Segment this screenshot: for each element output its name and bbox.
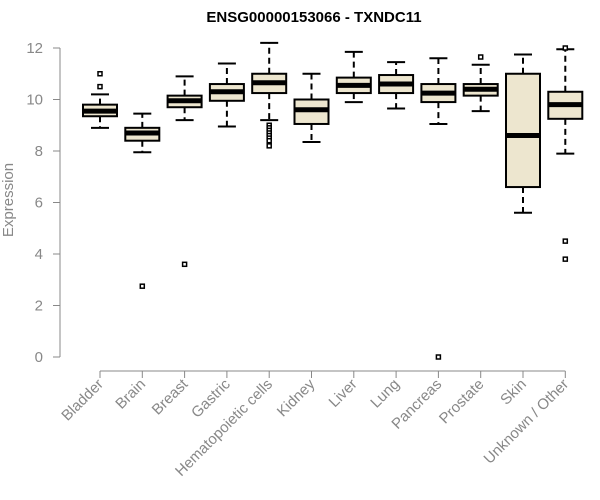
outlier-point [181, 261, 188, 268]
y-tick-label: 12 [26, 40, 43, 57]
outlier-point [97, 83, 103, 90]
box-hematopoietic-cells [251, 41, 288, 149]
outlier-point [435, 354, 442, 360]
box-series [82, 41, 584, 360]
outlier-point [266, 137, 272, 144]
y-tick-label: 2 [35, 298, 43, 315]
outlier-point [266, 143, 272, 149]
chart-title: ENSG00000153066 - TXNDC11 [206, 9, 421, 26]
box-gastric [208, 62, 245, 128]
outlier-point [97, 71, 103, 77]
box-liver [335, 50, 372, 104]
x-tick-label: Kidney [274, 375, 319, 420]
x-tick-label: Skin [497, 376, 530, 409]
box-breast [166, 75, 203, 268]
box-brain [124, 112, 161, 289]
x-tick-label: Liver [326, 376, 361, 411]
box-pancreas [420, 57, 457, 360]
y-tick-label: 8 [35, 143, 43, 160]
y-tick-label: 10 [26, 92, 43, 109]
x-tick-label: Brain [112, 376, 149, 413]
box-kidney [293, 72, 330, 143]
x-tick-label: Lung [367, 376, 403, 412]
y-axis-label: Expression [0, 163, 17, 237]
outlier-point [139, 283, 146, 289]
outlier-point [477, 54, 484, 60]
outlier-point [562, 256, 569, 262]
y-axis: 0 2 4 6 8 10 12 [26, 40, 61, 366]
box-skin [505, 53, 541, 214]
outlier-point [562, 238, 569, 244]
y-tick-label: 6 [35, 195, 43, 212]
box-bladder [82, 71, 118, 129]
box-lung [378, 61, 415, 110]
box-prostate [462, 54, 499, 113]
y-tick-label: 4 [35, 246, 43, 263]
y-tick-label: 0 [35, 349, 43, 366]
x-tick-label: Breast [149, 375, 192, 418]
outlier-point [562, 45, 569, 51]
iqr-box [505, 72, 541, 189]
x-tick-label: Bladder [58, 376, 107, 425]
box-unknown-other [547, 45, 584, 262]
x-tick-label: Prostate [436, 376, 488, 428]
